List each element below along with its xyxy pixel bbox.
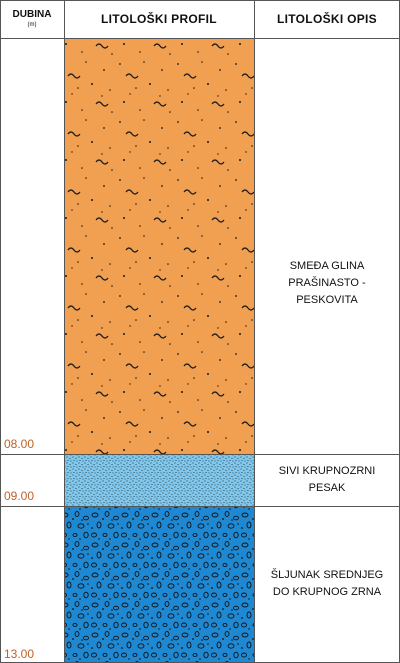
depth-header-label: DUBINA (12, 9, 52, 20)
sand-description-line-2: PESAK (308, 482, 346, 494)
gravel-description-line-2: DO KRUPNOG ZRNA (272, 586, 382, 598)
sand-description-line-1: SIVI KRUPNOZRNI (278, 465, 376, 477)
depth-label-sand: 09.00 (4, 489, 35, 503)
gravel-description: ŠLJUNAK SREDNJEG DO KRUPNOG ZRNA (254, 567, 400, 601)
depth-column-header: DUBINA (m) (0, 0, 64, 38)
gravel-description-line-1: ŠLJUNAK SREDNJEG (270, 569, 384, 581)
description-column-header: LITOLOŠKI OPIS (277, 12, 377, 26)
depth-label-clay: 08.00 (4, 437, 35, 451)
clay-layer-pattern (64, 38, 254, 454)
depth-label-gravel: 13.00 (4, 647, 35, 661)
profile-column-header: LITOLOŠKI PROFIL (101, 12, 217, 26)
clay-description-line-1: SMEĐA GLINA (289, 260, 365, 272)
clay-description-line-3: PESKOVITA (296, 294, 358, 306)
sand-layer-pattern (64, 454, 254, 506)
clay-description-line-2: PRAŠINASTO - (288, 277, 366, 289)
sand-description: SIVI KRUPNOZRNI PESAK (254, 463, 400, 497)
depth-header-unit: (m) (27, 22, 37, 28)
clay-description: SMEĐA GLINA PRAŠINASTO - PESKOVITA (254, 258, 400, 309)
gravel-layer-pattern (64, 506, 254, 662)
